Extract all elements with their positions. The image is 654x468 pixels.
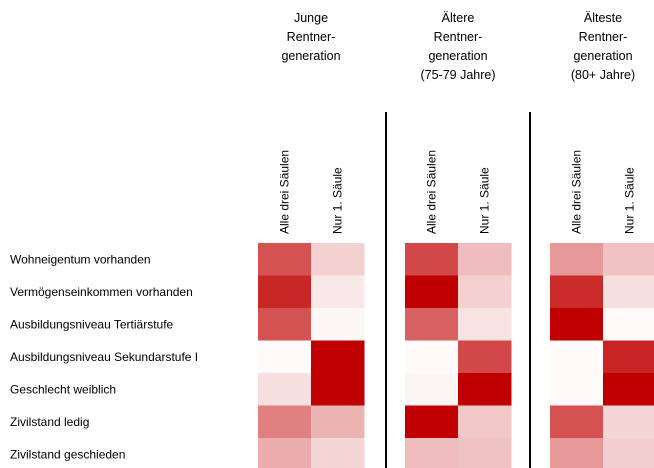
- group-header-line: (75-79 Jahre): [420, 68, 495, 82]
- heatmap-cell: [458, 275, 512, 309]
- heatmap-cell: [550, 405, 604, 439]
- row-label: Zivilstand ledig: [10, 415, 89, 429]
- heatmap-cell: [405, 308, 459, 341]
- heatmap-cell: [258, 373, 312, 406]
- row-label: Wohneigentum vorhanden: [10, 252, 151, 266]
- heatmap-cell: [550, 308, 604, 341]
- group-header-line: generation: [428, 49, 487, 63]
- group-header-line: (80+ Jahre): [571, 68, 635, 82]
- heatmap-cell: [458, 340, 512, 374]
- heatmap-cell: [258, 275, 312, 309]
- heatmap-cell: [458, 438, 512, 468]
- heatmap-cell: [405, 405, 459, 439]
- heatmap-cell: [405, 275, 459, 309]
- group-header-line: Ältere: [442, 11, 475, 25]
- heatmap-cell: [603, 405, 654, 439]
- row-label: Ausbildungsniveau Tertiärstufe: [10, 317, 174, 331]
- heatmap-cell: [311, 373, 365, 406]
- heatmap-cell: [258, 243, 312, 276]
- row-label: Vermögenseinkommen vorhanden: [10, 285, 193, 299]
- group-header-line: Älteste: [584, 11, 622, 25]
- column-label: Nur 1. Säule: [331, 167, 345, 234]
- column-label: Nur 1. Säule: [478, 167, 492, 234]
- heatmap-cell: [311, 340, 365, 374]
- heatmap-cell: [603, 373, 654, 406]
- heatmap-cell: [311, 438, 365, 468]
- row-label: Zivilstand geschieden: [10, 447, 125, 461]
- column-label: Alle drei Säulen: [278, 150, 292, 234]
- heatmap-cell: [258, 340, 312, 374]
- heatmap-cell: [550, 243, 604, 276]
- heatmap-cell: [258, 308, 312, 341]
- heatmap-cell: [311, 275, 365, 309]
- heatmap-cell: [550, 275, 604, 309]
- heatmap-cell: [603, 243, 654, 276]
- heatmap-cell: [458, 308, 512, 341]
- heatmap-cell: [405, 340, 459, 374]
- heatmap-cell: [458, 405, 512, 439]
- heatmap-cell: [550, 373, 604, 406]
- heatmap-cell: [258, 438, 312, 468]
- heatmap-cell: [405, 373, 459, 406]
- heatmap-cell: [603, 438, 654, 468]
- group-header-line: generation: [573, 49, 632, 63]
- column-label: Alle drei Säulen: [570, 150, 584, 234]
- group-header-line: Rentner-: [579, 30, 628, 44]
- group-header-line: generation: [281, 49, 340, 63]
- heatmap-cell: [311, 308, 365, 341]
- row-label: Geschlecht weiblich: [10, 382, 116, 396]
- heatmap-cell: [603, 308, 654, 341]
- heatmap-cell: [405, 438, 459, 468]
- heatmap-cell: [458, 243, 512, 276]
- heatmap-cell: [311, 243, 365, 276]
- group-header-line: Rentner-: [287, 30, 336, 44]
- heatmap-cell: [405, 243, 459, 276]
- column-label: Nur 1. Säule: [623, 167, 637, 234]
- row-label: Ausbildungsniveau Sekundarstufe I: [10, 350, 198, 364]
- heatmap-cell: [550, 438, 604, 468]
- heatmap-cell: [550, 340, 604, 374]
- heatmap-cell: [258, 405, 312, 439]
- group-header-line: Rentner-: [434, 30, 483, 44]
- column-label: Alle drei Säulen: [425, 150, 439, 234]
- heatmap-cell: [311, 405, 365, 439]
- heatmap-cell: [458, 373, 512, 406]
- group-header-line: Junge: [294, 11, 328, 25]
- heatmap-cell: [603, 275, 654, 309]
- heatmap-cell: [603, 340, 654, 374]
